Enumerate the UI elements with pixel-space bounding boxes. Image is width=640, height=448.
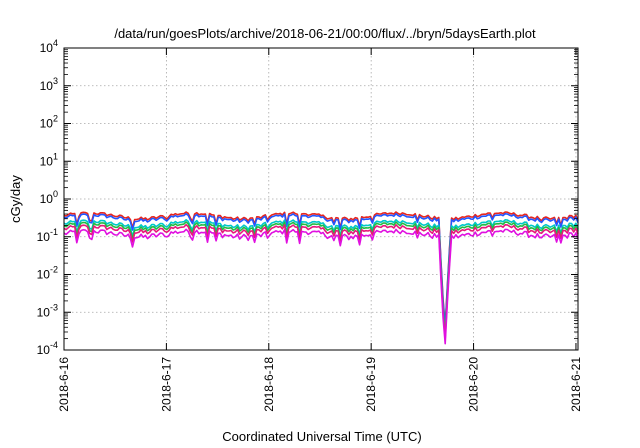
y-axis-label: cGy/day bbox=[8, 175, 23, 223]
x-axis-label: Coordinated Universal Time (UTC) bbox=[222, 429, 421, 444]
x-tick-label: 2018-6-16 bbox=[57, 357, 71, 412]
x-tick-label: 2018-6-17 bbox=[159, 357, 173, 412]
y-tick-label: 10-2 bbox=[37, 265, 58, 282]
x-tick-label: 2018-6-19 bbox=[364, 357, 378, 412]
series-layer bbox=[63, 211, 579, 345]
tick-layer: 10-4 10-3 10-2 10-1 100 101 102 103 104 2018-6-16… bbox=[37, 38, 583, 412]
grid-layer bbox=[64, 48, 578, 350]
series-line-2 bbox=[63, 213, 579, 329]
y-tick-label: 10-1 bbox=[37, 227, 58, 244]
y-tick-label: 100 bbox=[40, 189, 58, 206]
chart-title: /data/run/goesPlots/archive/2018-06-21/0… bbox=[114, 26, 536, 41]
x-tick-label: 2018-6-20 bbox=[467, 357, 481, 412]
y-tick-label: 102 bbox=[40, 114, 58, 131]
x-tick-label: 2018-6-21 bbox=[569, 357, 583, 412]
y-tick-label: 10-3 bbox=[37, 302, 58, 319]
y-tick-label: 10-4 bbox=[37, 340, 58, 357]
series-line-6 bbox=[63, 228, 579, 345]
y-tick-label: 101 bbox=[40, 151, 58, 168]
y-tick-label: 104 bbox=[40, 38, 58, 55]
series-line-5 bbox=[63, 223, 579, 340]
series-line-4 bbox=[63, 221, 579, 338]
x-tick-label: 2018-6-18 bbox=[262, 357, 276, 412]
series-line-3 bbox=[63, 219, 579, 335]
y-tick-label: 103 bbox=[40, 76, 58, 93]
